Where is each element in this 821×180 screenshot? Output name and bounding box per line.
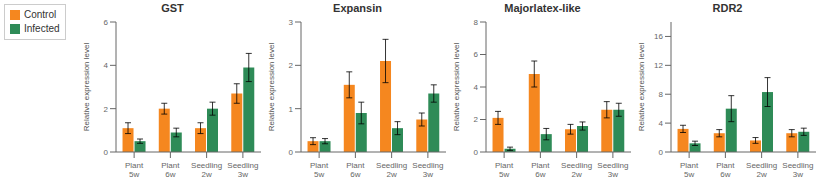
svg-text:Plant6w: Plant6w: [161, 161, 180, 178]
html-text:Control: Control: [24, 9, 57, 20]
svg-text:Relative expression level: Relative expression level: [267, 43, 276, 132]
svg-text:Seedling3w: Seedling3w: [412, 161, 443, 178]
svg-text:Seedling2w: Seedling2w: [561, 161, 592, 178]
svg-text:0: 0: [289, 148, 294, 157]
svg-text:6: 6: [474, 50, 479, 59]
svg-text:Relative expression level: Relative expression level: [637, 43, 646, 132]
svg-text:Plant5w: Plant5w: [125, 161, 144, 178]
svg-text:0: 0: [659, 148, 664, 157]
html-text:GST: GST: [161, 2, 184, 14]
svg-text:2: 2: [474, 115, 479, 124]
svg-text:Plant6w: Plant6w: [531, 161, 550, 178]
svg-text:Plant6w: Plant6w: [716, 161, 735, 178]
svg-text:12: 12: [654, 61, 663, 70]
svg-text:Seedling3w: Seedling3w: [227, 161, 258, 178]
svg-text:16: 16: [654, 32, 663, 41]
svg-text:2: 2: [104, 105, 109, 114]
svg-text:4: 4: [474, 83, 479, 92]
svg-text:1: 1: [289, 105, 294, 114]
svg-text:3: 3: [289, 18, 294, 27]
svg-text:6: 6: [104, 18, 109, 27]
svg-text:Seedling2w: Seedling2w: [746, 161, 777, 178]
svg-text:Relative expression level: Relative expression level: [452, 43, 461, 132]
html-text:Majorlatex-like: Majorlatex-like: [504, 2, 581, 14]
svg-text:Plant5w: Plant5w: [310, 161, 329, 178]
svg-text:Plant6w: Plant6w: [346, 161, 365, 178]
html-text:Expansin: Expansin: [333, 2, 382, 14]
svg-text:Plant5w: Plant5w: [680, 161, 699, 178]
svg-text:4: 4: [659, 119, 664, 128]
svg-text:Relative expression level: Relative expression level: [82, 43, 91, 132]
svg-text:0: 0: [104, 148, 109, 157]
svg-text:8: 8: [659, 90, 664, 99]
svg-text:Plant5w: Plant5w: [495, 161, 514, 178]
svg-text:4: 4: [104, 61, 109, 70]
svg-text:8: 8: [474, 18, 479, 27]
svg-text:Seedling2w: Seedling2w: [376, 161, 407, 178]
html-text:Infected: Infected: [24, 23, 60, 34]
svg-text:Seedling3w: Seedling3w: [782, 161, 813, 178]
svg-text:Seedling3w: Seedling3w: [597, 161, 628, 178]
html-text:RDR2: RDR2: [712, 2, 743, 14]
svg-text:Seedling2w: Seedling2w: [191, 161, 222, 178]
svg-text:2: 2: [289, 61, 294, 70]
svg-text:0: 0: [474, 148, 479, 157]
